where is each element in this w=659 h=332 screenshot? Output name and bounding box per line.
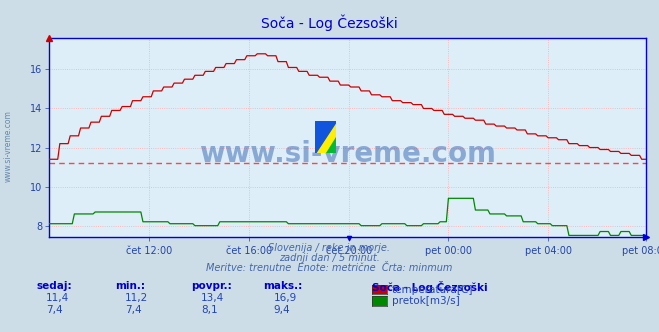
- Text: 9,4: 9,4: [273, 305, 290, 315]
- Text: 8,1: 8,1: [201, 305, 217, 315]
- Polygon shape: [315, 121, 336, 153]
- Text: Slovenija / reke in morje.: Slovenija / reke in morje.: [268, 243, 391, 253]
- Text: zadnji dan / 5 minut.: zadnji dan / 5 minut.: [279, 253, 380, 263]
- Text: 13,4: 13,4: [201, 293, 224, 303]
- Text: Meritve: trenutne  Enote: metrične  Črta: minmum: Meritve: trenutne Enote: metrične Črta: …: [206, 263, 453, 273]
- Text: Soča - Log Čezsoški: Soča - Log Čezsoški: [261, 15, 398, 32]
- Text: pretok[m3/s]: pretok[m3/s]: [392, 296, 460, 306]
- Text: temperatura[C]: temperatura[C]: [392, 285, 474, 294]
- Text: 11,2: 11,2: [125, 293, 148, 303]
- Text: povpr.:: povpr.:: [191, 281, 232, 290]
- Polygon shape: [326, 137, 336, 153]
- Text: www.si-vreme.com: www.si-vreme.com: [4, 110, 13, 182]
- Text: www.si-vreme.com: www.si-vreme.com: [199, 140, 496, 168]
- Text: 11,4: 11,4: [46, 293, 69, 303]
- Text: 7,4: 7,4: [46, 305, 63, 315]
- Polygon shape: [315, 121, 336, 153]
- Text: 7,4: 7,4: [125, 305, 142, 315]
- Text: maks.:: maks.:: [264, 281, 303, 290]
- Text: 16,9: 16,9: [273, 293, 297, 303]
- Text: Soča - Log Čezsoški: Soča - Log Čezsoški: [372, 281, 488, 292]
- Text: min.:: min.:: [115, 281, 146, 290]
- Text: sedaj:: sedaj:: [36, 281, 72, 290]
